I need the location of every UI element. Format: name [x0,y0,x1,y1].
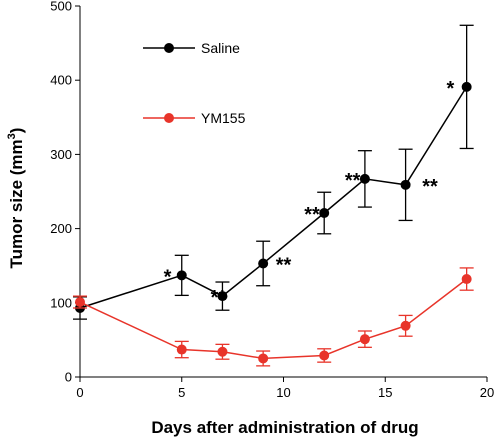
axes: 0 100 200 300 400 500 0 5 10 15 20 [50,0,494,400]
data-point-saline [319,208,330,219]
legend-marker-ym155 [164,113,174,123]
significance-marker: ** [276,254,292,276]
series-layer [73,24,474,367]
data-point-saline [258,258,269,269]
annotation-layer: ********* *** [164,78,455,309]
legend-item-saline: Saline [143,40,240,56]
data-point-saline [359,173,370,184]
x-tick-label: 20 [480,385,494,400]
data-point-ym155 [461,274,472,285]
y-tick-label: 200 [50,221,72,236]
data-point-ym155 [400,320,411,331]
data-point-ym155 [258,353,269,364]
data-point-saline [217,291,228,302]
legend-marker-saline [164,43,174,53]
x-tick-label: 5 [178,385,185,400]
y-axis-title-close: ) [7,128,26,134]
legend: Saline YM155 [143,40,246,126]
x-tick-label: 15 [378,385,392,400]
data-point-saline [461,81,472,92]
significance-marker: ** [304,204,320,226]
data-point-ym155 [176,344,187,355]
y-tick-label: 400 [50,73,72,88]
series-line-saline [79,86,468,309]
y-tick-label: 500 [50,0,72,14]
data-point-ym155 [359,334,370,345]
significance-marker: ** [211,287,227,309]
data-point-saline [176,270,187,281]
data-point-ym155 [75,297,85,308]
y-tick-label: 100 [50,295,72,310]
data-point-saline [400,179,411,190]
significance-marker: * [164,266,172,288]
y-axis-title-superscript: 3 [6,133,18,139]
series-line-ym155 [79,278,468,360]
data-point-ym155 [217,346,228,357]
series-saline [73,24,474,320]
x-tick-label: 10 [276,385,290,400]
significance-marker: ** [422,176,438,198]
significance-marker: ** [345,170,361,192]
y-axis-title: Tumor size (mm3) [6,128,26,269]
legend-label-saline: Saline [201,40,240,56]
data-point-ym155 [319,350,330,361]
y-tick-label: 0 [65,370,72,385]
significance-marker: * [446,78,454,100]
x-tick-label: 0 [76,385,83,400]
y-tick-label: 300 [50,147,72,162]
legend-item-ym155: YM155 [143,110,246,126]
y-axis-title-main: Tumor size (mm [7,139,26,268]
legend-label-ym155: YM155 [201,110,246,126]
series-ym155 [73,267,474,367]
x-axis-title: Days after administration of drug [151,418,418,437]
